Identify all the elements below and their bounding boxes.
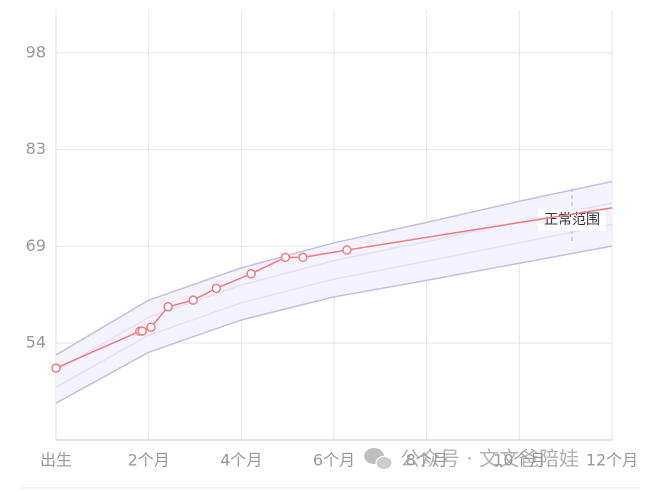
data-point [342, 245, 352, 255]
x-tick-label: 出生 [40, 451, 72, 470]
data-point [51, 363, 61, 373]
range-line [55, 223, 613, 388]
range-line [55, 202, 613, 372]
y-tick-label: 98 [26, 42, 46, 61]
projection-line [346, 207, 613, 251]
y-tick-label: 69 [26, 236, 46, 255]
y-tick-label: 54 [26, 333, 46, 352]
data-point [146, 322, 156, 332]
x-tick-label: 10个月 [493, 451, 545, 470]
data-point [298, 252, 308, 263]
watermark-text: 公众号 · 文文爸陪娃 [400, 447, 579, 471]
data-point [280, 252, 291, 263]
data-point [163, 302, 173, 312]
x-tick-label: 12个月 [586, 451, 638, 470]
y-tick-label: 83 [26, 139, 46, 158]
watermark: 公众号 · 文文爸陪娃 [364, 447, 579, 471]
range-line [55, 245, 613, 404]
data-point [188, 295, 198, 305]
data-point [137, 326, 147, 336]
x-tick-label: 6个月 [313, 451, 355, 470]
data-point [211, 283, 222, 294]
x-tick-label: 4个月 [220, 451, 262, 470]
normal-range [56, 181, 612, 404]
x-tick-label: 8个月 [406, 451, 448, 470]
range-label: 正常范围 [544, 211, 600, 228]
range-line [55, 180, 613, 356]
watermark-icon [375, 456, 393, 470]
data-point [246, 269, 256, 279]
x-tick-label: 2个月 [128, 451, 170, 470]
range-label-bg [538, 209, 606, 231]
